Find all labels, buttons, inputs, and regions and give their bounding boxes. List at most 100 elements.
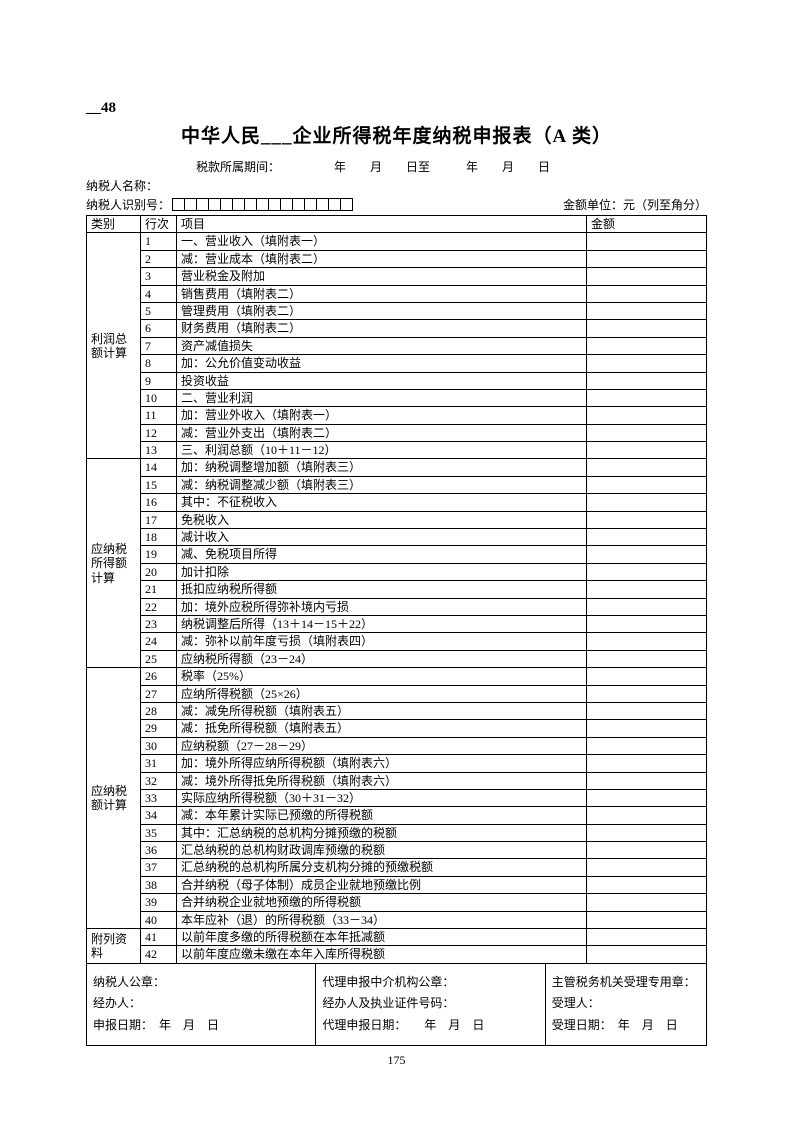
amount-cell [587, 615, 707, 632]
row-number: 7 [141, 337, 177, 354]
table-row: 3营业税金及附加 [87, 268, 707, 285]
table-row: 8加：公允价值变动收益 [87, 355, 707, 372]
item-cell: 加：纳税调整增加额（填附表三） [177, 459, 587, 476]
table-row: 10二、营业利润 [87, 389, 707, 406]
amount-cell [587, 772, 707, 789]
taxpayer-id-label: 纳税人识别号： [86, 196, 170, 213]
row-number: 13 [141, 442, 177, 459]
table-row: 32减：境外所得抵免所得税额（填附表六） [87, 772, 707, 789]
row-number: 15 [141, 476, 177, 493]
table-row: 24减：弥补以前年度亏损（填附表四） [87, 633, 707, 650]
row-number: 32 [141, 772, 177, 789]
item-cell: 财务费用（填附表二） [177, 320, 587, 337]
amount-cell [587, 389, 707, 406]
row-number: 26 [141, 668, 177, 685]
row-number: 31 [141, 755, 177, 772]
amount-cell [587, 233, 707, 250]
amount-cell [587, 337, 707, 354]
amount-cell [587, 355, 707, 372]
row-number: 17 [141, 511, 177, 528]
table-row: 20加计扣除 [87, 563, 707, 580]
table-row: 28减：减免所得税额（填附表五） [87, 702, 707, 719]
table-row: 2减：营业成本（填附表二） [87, 250, 707, 267]
table-row: 35其中：汇总纳税的总机构分摊预缴的税额 [87, 824, 707, 841]
item-cell: 汇总纳税的总机构财政调库预缴的税额 [177, 842, 587, 859]
row-number: 14 [141, 459, 177, 476]
row-number: 28 [141, 702, 177, 719]
row-number: 19 [141, 546, 177, 563]
item-cell: 一、营业收入（填附表一） [177, 233, 587, 250]
row-number: 24 [141, 633, 177, 650]
table-row: 18减计收入 [87, 529, 707, 546]
header-amount: 金额 [587, 216, 707, 233]
amount-cell [587, 285, 707, 302]
amount-cell [587, 511, 707, 528]
item-cell: 其中：汇总纳税的总机构分摊预缴的税额 [177, 824, 587, 841]
item-cell: 投资收益 [177, 372, 587, 389]
row-number: 6 [141, 320, 177, 337]
amount-cell [587, 268, 707, 285]
table-row: 利润总额计算1一、营业收入（填附表一） [87, 233, 707, 250]
header-item: 项目 [177, 216, 587, 233]
row-number: 30 [141, 737, 177, 754]
row-number: 33 [141, 789, 177, 806]
row-number: 8 [141, 355, 177, 372]
item-cell: 合并纳税企业就地预缴的所得税额 [177, 894, 587, 911]
amount-cell [587, 755, 707, 772]
item-cell: 减：营业成本（填附表二） [177, 250, 587, 267]
row-number: 41 [141, 929, 177, 946]
item-cell: 应纳税额（27－28－29） [177, 737, 587, 754]
row-number: 36 [141, 842, 177, 859]
main-table: 类别 行次 项目 金额 利润总额计算1一、营业收入（填附表一）2减：营业成本（填… [86, 215, 707, 964]
amount-cell [587, 789, 707, 806]
row-number: 5 [141, 302, 177, 319]
table-row: 9投资收益 [87, 372, 707, 389]
category-cell: 利润总额计算 [87, 233, 141, 459]
item-cell: 加：公允价值变动收益 [177, 355, 587, 372]
row-number: 18 [141, 529, 177, 546]
item-cell: 税率（25%） [177, 668, 587, 685]
header-row: 行次 [141, 216, 177, 233]
page-number: 175 [0, 1053, 793, 1068]
amount-cell [587, 598, 707, 615]
table-row: 6财务费用（填附表二） [87, 320, 707, 337]
row-number: 27 [141, 685, 177, 702]
row-number: 3 [141, 268, 177, 285]
amount-cell [587, 459, 707, 476]
table-row: 应纳税所得额计算14加：纳税调整增加额（填附表三） [87, 459, 707, 476]
amount-cell [587, 650, 707, 667]
table-row: 22加：境外应税所得弥补境内亏损 [87, 598, 707, 615]
table-row: 27应纳所得税额（25×26） [87, 685, 707, 702]
table-row: 36汇总纳税的总机构财政调库预缴的税额 [87, 842, 707, 859]
tax-period: 税款所属期间： 年 月 日至 年 月 日 [86, 158, 707, 175]
item-cell: 管理费用（填附表二） [177, 302, 587, 319]
taxpayer-name-label: 纳税人名称： [86, 177, 707, 194]
amount-cell [587, 372, 707, 389]
table-row: 19减、免税项目所得 [87, 546, 707, 563]
table-row: 4销售费用（填附表二） [87, 285, 707, 302]
item-cell: 加：境外应税所得弥补境内亏损 [177, 598, 587, 615]
table-row: 38合并纳税（母子体制）成员企业就地预缴比例 [87, 876, 707, 893]
row-number: 40 [141, 911, 177, 928]
row-number: 9 [141, 372, 177, 389]
row-number: 38 [141, 876, 177, 893]
table-row: 42以前年度应缴未缴在本年入库所得税额 [87, 946, 707, 963]
amount-cell [587, 946, 707, 963]
footer-taxpayer: 纳税人公章： 经办人： 申报日期： 年 月 日 [87, 964, 316, 1045]
item-cell: 资产减值损失 [177, 337, 587, 354]
row-number: 39 [141, 894, 177, 911]
item-cell: 减：抵免所得税额（填附表五） [177, 720, 587, 737]
row-number: 1 [141, 233, 177, 250]
table-row: 16其中：不征税收入 [87, 494, 707, 511]
item-cell: 二、营业利润 [177, 389, 587, 406]
page-label: __48 [86, 100, 707, 117]
row-number: 20 [141, 563, 177, 580]
item-cell: 实际应纳所得税额（30＋31－32） [177, 789, 587, 806]
row-number: 21 [141, 581, 177, 598]
item-cell: 加：境外所得应纳所得税额（填附表六） [177, 755, 587, 772]
row-number: 34 [141, 807, 177, 824]
item-cell: 应纳税所得额（23－24） [177, 650, 587, 667]
item-cell: 三、利润总额（10＋11－12） [177, 442, 587, 459]
table-row: 40本年应补（退）的所得税额（33－34） [87, 911, 707, 928]
table-row: 15减：纳税调整减少额（填附表三） [87, 476, 707, 493]
